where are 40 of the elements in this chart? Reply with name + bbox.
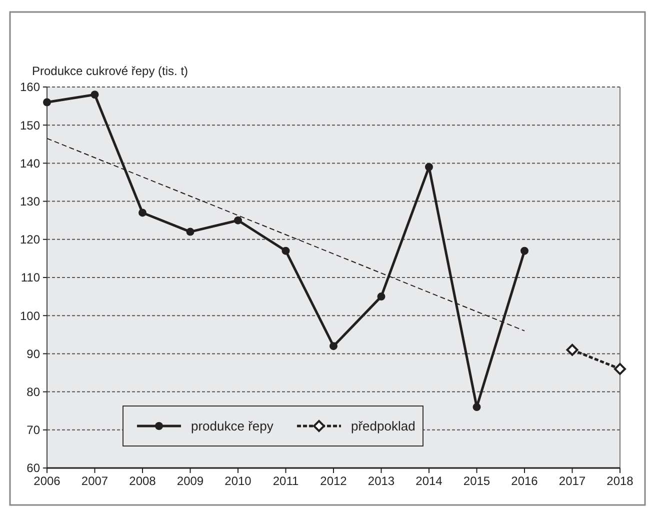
y-tick-label: 160 bbox=[20, 80, 40, 94]
y-tick-label: 150 bbox=[20, 118, 40, 132]
point bbox=[377, 292, 386, 301]
y-tick-label: 100 bbox=[20, 308, 40, 323]
y-tick-label: 60 bbox=[26, 461, 40, 476]
y-tick-label: 140 bbox=[20, 156, 40, 170]
x-tick-label: 2018 bbox=[606, 474, 634, 488]
point bbox=[186, 228, 194, 236]
point bbox=[138, 208, 146, 217]
point bbox=[282, 246, 290, 255]
point bbox=[330, 342, 338, 350]
point bbox=[43, 98, 51, 106]
y-tick-label: 120 bbox=[20, 232, 40, 247]
x-tick-label: 2015 bbox=[463, 474, 490, 488]
x-tick-label: 2016 bbox=[511, 474, 538, 488]
x-tick-label: 2012 bbox=[320, 474, 348, 488]
x-tick-label: 2009 bbox=[176, 474, 204, 488]
point bbox=[90, 90, 99, 99]
x-tick-label: 2013 bbox=[368, 474, 395, 488]
y-tick-label: 70 bbox=[26, 423, 40, 438]
y-tick-label: 130 bbox=[20, 194, 40, 208]
x-tick-label: 2017 bbox=[558, 474, 586, 488]
point bbox=[614, 362, 626, 375]
y-tick-label: 90 bbox=[26, 346, 40, 361]
y-axis-title: Produkce cukrové řepy (tis. t) bbox=[32, 64, 188, 78]
y-tick-label: 80 bbox=[26, 385, 40, 399]
point bbox=[425, 163, 433, 172]
y-tick-label: 110 bbox=[20, 270, 40, 285]
x-tick-label: 2010 bbox=[224, 474, 252, 488]
legend-label: předpoklad bbox=[351, 418, 416, 434]
x-tick-label: 2011 bbox=[272, 474, 299, 488]
x-tick-label: 2007 bbox=[81, 474, 108, 488]
x-tick-label: 2014 bbox=[416, 474, 443, 488]
x-tick-label: 2008 bbox=[129, 474, 156, 488]
point bbox=[234, 216, 242, 224]
point bbox=[472, 403, 481, 412]
point bbox=[566, 344, 578, 356]
legend-label: produkce řepy bbox=[191, 418, 274, 434]
point bbox=[520, 246, 528, 255]
x-tick-label: 2006 bbox=[34, 474, 61, 488]
